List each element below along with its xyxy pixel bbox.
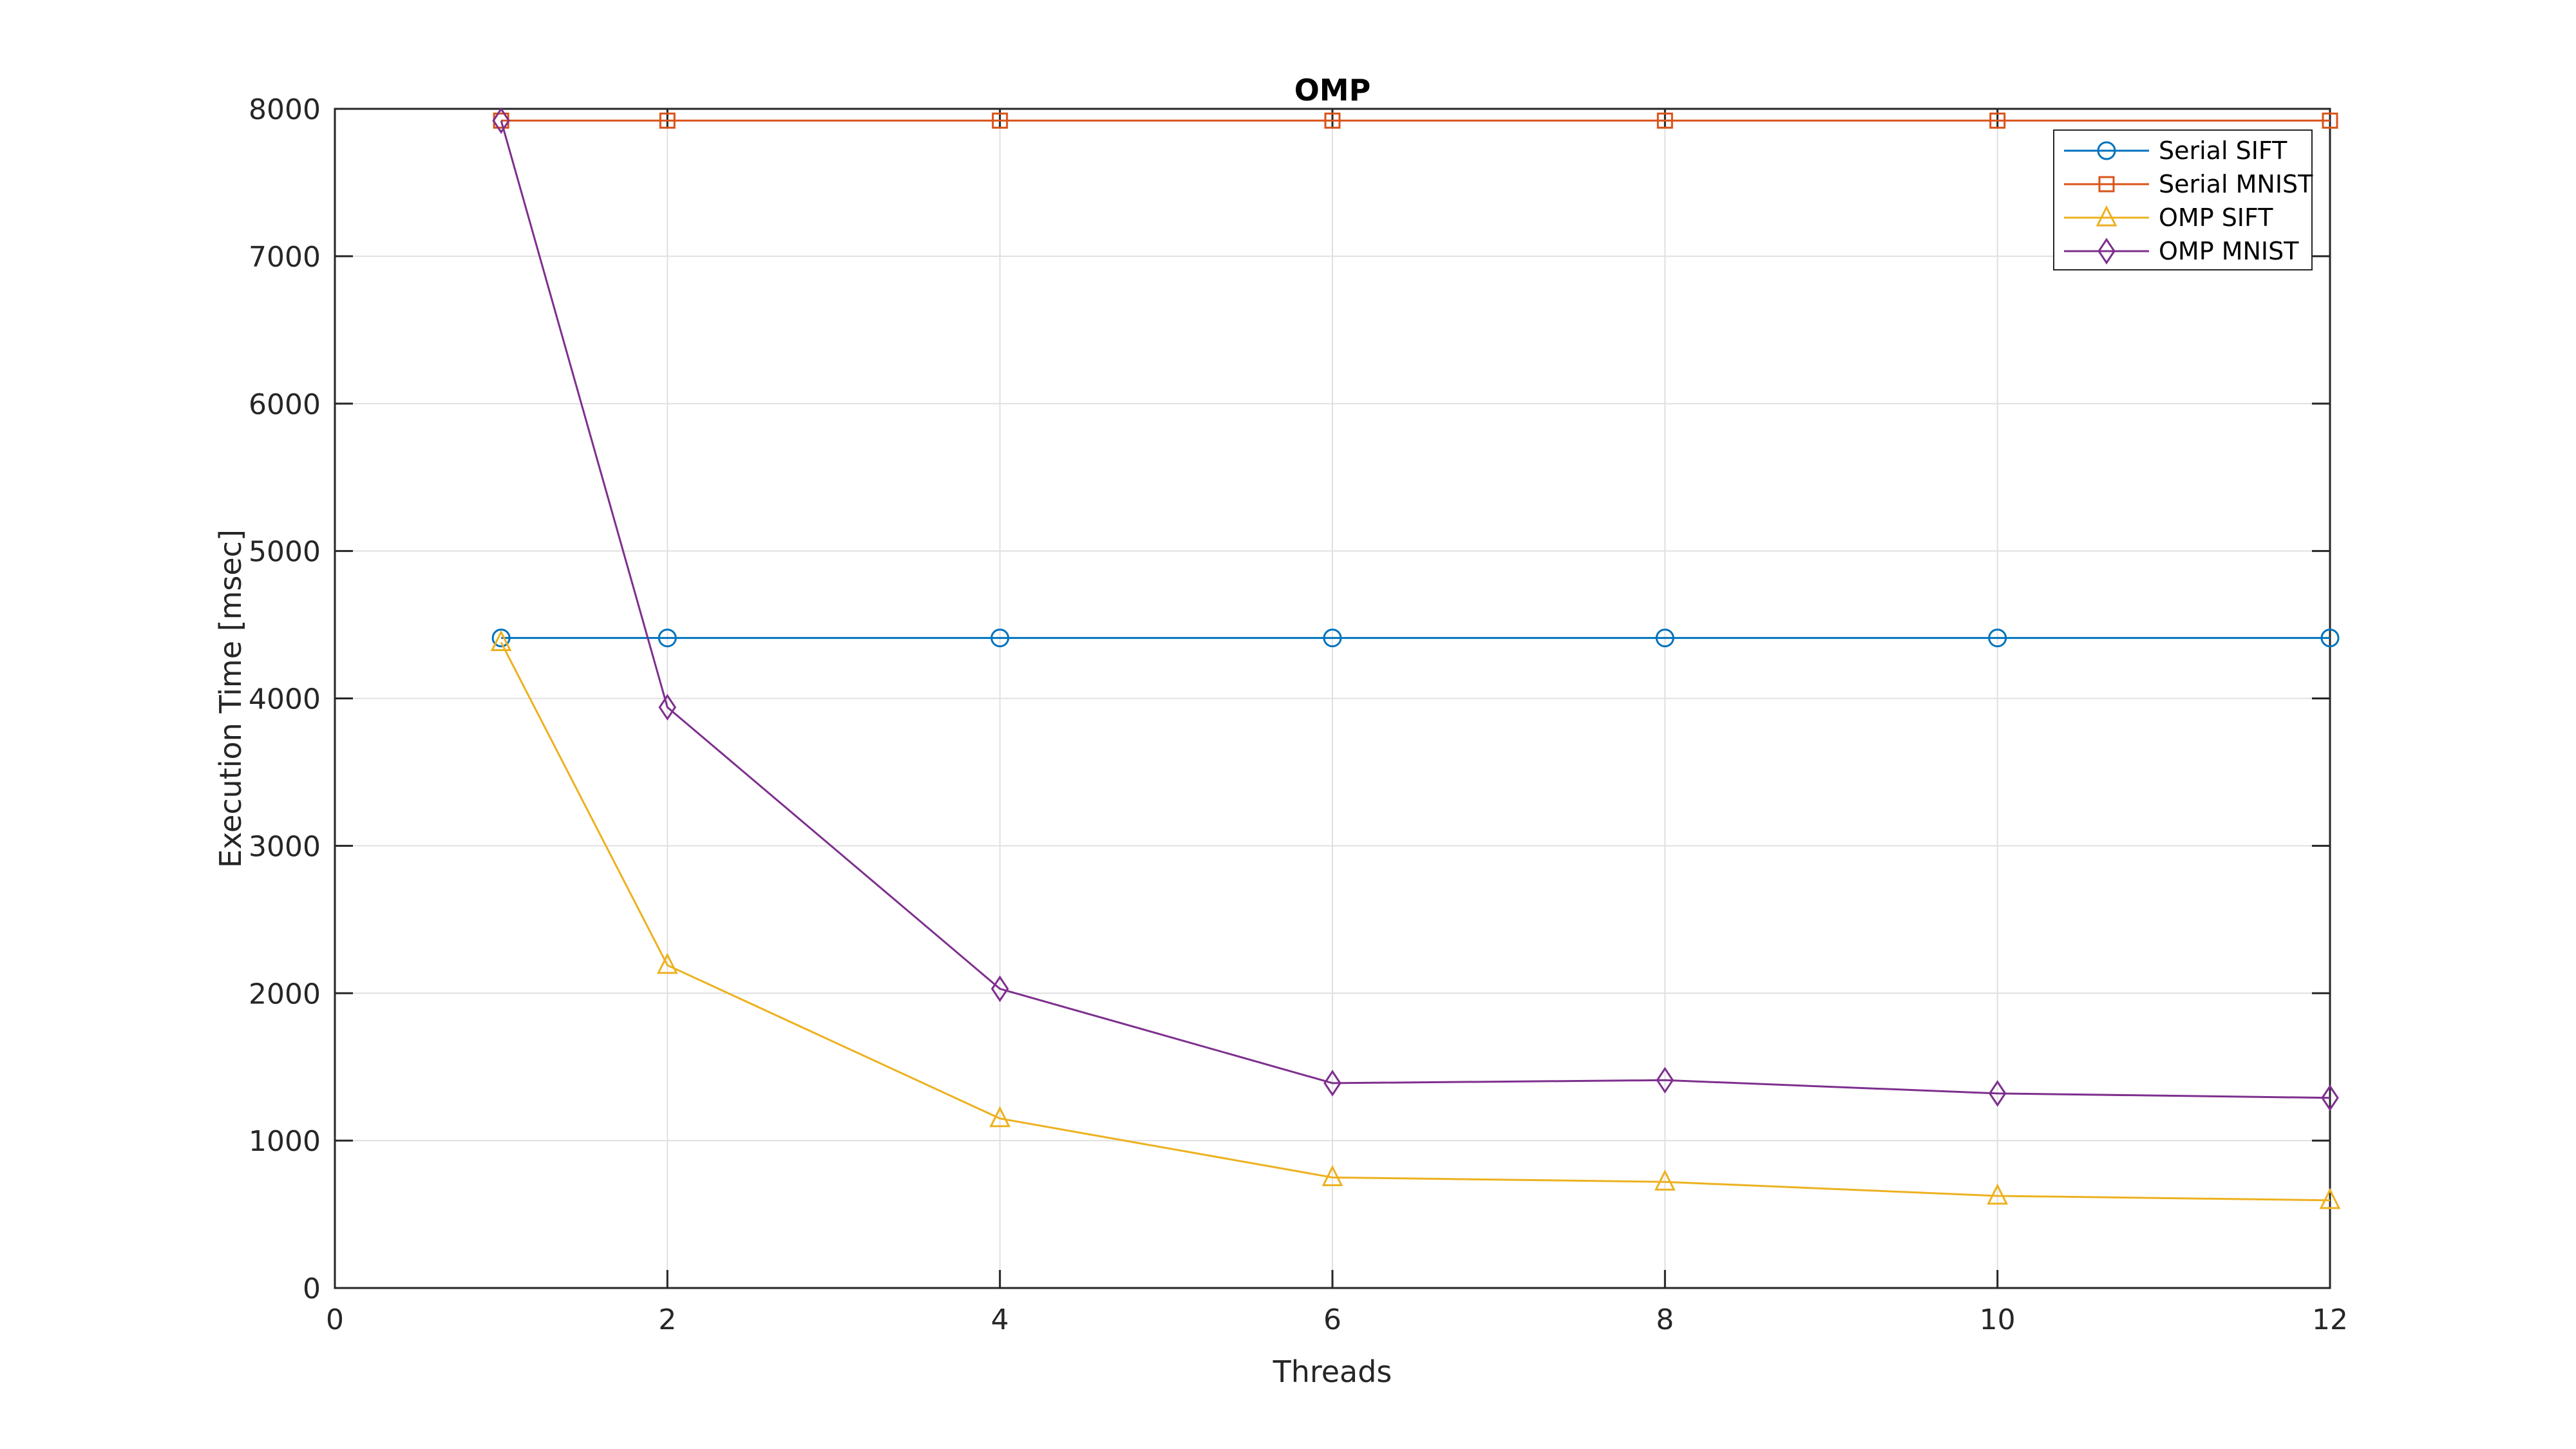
legend-label: OMP MNIST <box>2159 237 2299 265</box>
x-tick-label: 12 <box>2312 1303 2348 1336</box>
legend: Serial SIFT Serial MNIST OMP SIFT OMP MNIST <box>2053 129 2313 270</box>
chart-title: OMP <box>1294 73 1371 108</box>
marker-diamond-omp-mnist <box>658 694 677 721</box>
x-tick-label: 6 <box>1323 1303 1341 1336</box>
marker-circle-serial-sift <box>658 629 677 648</box>
legend-label: Serial MNIST <box>2159 170 2313 198</box>
marker-circle-serial-sift <box>990 629 1010 648</box>
marker-diamond-omp-mnist <box>990 975 1009 1003</box>
y-axis-label: Execution Time [msec] <box>213 529 248 868</box>
marker-triangle-omp-sift <box>1321 1164 1343 1186</box>
x-tick-label: 4 <box>991 1303 1009 1336</box>
marker-square-serial-mnist <box>659 112 676 129</box>
series-layer <box>490 107 2341 1209</box>
marker-diamond-omp-mnist <box>1656 1066 1674 1094</box>
y-tick-label: 1000 <box>249 1125 321 1158</box>
marker-circle-serial-sift <box>1655 629 1674 648</box>
marker-diamond-omp-mnist <box>2321 1084 2339 1112</box>
marker-circle-serial-sift <box>2320 629 2340 648</box>
series-omp-sift <box>490 630 2341 1209</box>
y-tick-label: 6000 <box>249 388 321 421</box>
marker-triangle-omp-sift <box>989 1106 1011 1128</box>
x-tick-label: 10 <box>1980 1303 2016 1336</box>
legend-item-omp-mnist: OMP MNIST <box>2064 237 2299 265</box>
series-line-omp-sift <box>500 641 2331 1202</box>
legend-item-serial-mnist: Serial MNIST <box>2064 170 2313 198</box>
legend-item-serial-sift: Serial SIFT <box>2064 137 2287 165</box>
marker-square-serial-mnist <box>1656 112 1673 129</box>
legend-item-omp-sift: OMP SIFT <box>2064 204 2273 232</box>
y-tick-label: 4000 <box>249 683 321 716</box>
x-axis-label: Threads <box>1273 1354 1392 1389</box>
marker-triangle-omp-sift <box>1654 1169 1676 1191</box>
y-tick-label: 2000 <box>249 978 321 1010</box>
legend-marker-circle <box>2097 141 2116 160</box>
marker-circle-serial-sift <box>1988 629 2007 648</box>
axes: 0 2 4 6 8 10 12 0 1000 2000 3000 4000 5000 6000 7000 80… <box>249 93 2348 1336</box>
series-serial-sift <box>491 629 2340 648</box>
legend-marker-triangle <box>2096 205 2117 227</box>
series-serial-mnist <box>493 112 2338 129</box>
marker-triangle-omp-sift <box>1987 1183 2009 1205</box>
marker-square-serial-mnist <box>1989 112 2006 129</box>
legend-label: OMP SIFT <box>2159 204 2273 232</box>
y-tick-label: 5000 <box>249 536 321 569</box>
y-tick-label: 8000 <box>249 93 321 126</box>
series-line-omp-mnist <box>500 120 2331 1099</box>
x-tick-label: 0 <box>326 1303 344 1336</box>
marker-square-serial-mnist <box>2322 112 2338 129</box>
marker-diamond-omp-mnist <box>1323 1070 1341 1097</box>
marker-diamond-omp-mnist <box>1988 1080 2007 1107</box>
grid <box>335 109 2330 1288</box>
marker-square-serial-mnist <box>992 112 1009 129</box>
marker-triangle-omp-sift <box>490 630 512 652</box>
plot-box <box>334 108 2331 1289</box>
x-tick-label: 2 <box>658 1303 676 1336</box>
y-tick-label: 0 <box>303 1273 321 1305</box>
y-tick-label: 3000 <box>249 830 321 863</box>
series-omp-mnist <box>492 107 2339 1112</box>
marker-circle-serial-sift <box>491 629 511 648</box>
legend-marker-square <box>2098 176 2115 193</box>
marker-diamond-omp-mnist <box>492 107 510 135</box>
y-tick-label: 7000 <box>249 241 321 274</box>
marker-triangle-omp-sift <box>656 952 678 974</box>
marker-triangle-omp-sift <box>2319 1188 2341 1209</box>
marker-circle-serial-sift <box>1323 629 1342 648</box>
x-tick-label: 8 <box>1656 1303 1674 1336</box>
marker-square-serial-mnist <box>1324 112 1341 129</box>
legend-label: Serial SIFT <box>2159 137 2287 165</box>
legend-marker-diamond <box>2098 238 2116 265</box>
legend-box <box>2053 129 2313 270</box>
